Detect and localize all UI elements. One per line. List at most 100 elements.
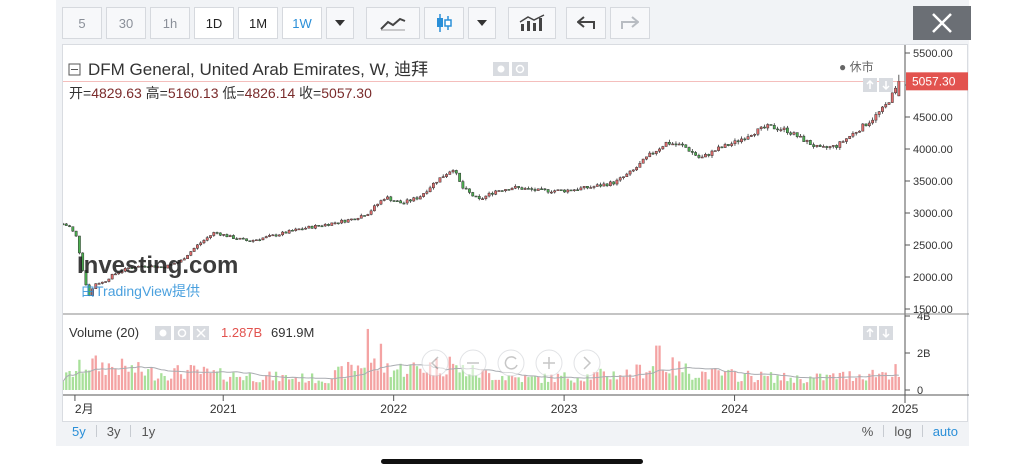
candle-body: [195, 244, 199, 249]
scroll-right-icon[interactable]: [573, 349, 601, 377]
redo-button[interactable]: [610, 7, 650, 39]
chart-type-button[interactable]: [366, 7, 420, 39]
interval-1m-button[interactable]: 1M: [238, 7, 278, 39]
candle-body: [77, 235, 81, 254]
candle-body: [336, 222, 340, 225]
candle-body: [569, 189, 573, 192]
candle-body: [776, 128, 779, 131]
candle-body: [677, 143, 681, 146]
interval-5-button[interactable]: 5: [62, 7, 102, 39]
reset-view-icon[interactable]: [497, 349, 525, 377]
candle-body: [235, 238, 239, 240]
candle-body: [681, 143, 684, 146]
candle-body: [553, 190, 557, 193]
candle-body: [733, 140, 737, 145]
candle-body: [530, 188, 534, 190]
pane-controls: [863, 78, 893, 340]
volume-bar: [615, 379, 619, 390]
range-3y-button[interactable]: 3y: [106, 423, 121, 439]
volume-bar: [779, 380, 782, 390]
volume-bar: [887, 379, 891, 390]
interval-30-button[interactable]: 30: [106, 7, 146, 39]
volume-bar: [546, 381, 550, 390]
candle-body: [271, 234, 275, 237]
chevron-down-icon: [335, 20, 345, 26]
volume-bar: [838, 372, 841, 390]
volume-bar: [389, 377, 392, 390]
percent-scale-button[interactable]: %: [861, 423, 874, 439]
collapse-legend-icon[interactable]: [68, 63, 81, 76]
volume-bar: [645, 372, 648, 390]
candle-body: [389, 196, 393, 201]
candle-body: [114, 273, 117, 276]
volume-bar: [740, 381, 743, 390]
volume-bar: [471, 365, 474, 390]
candle-body: [618, 177, 622, 181]
volume-bar: [166, 380, 170, 390]
interval-dropdown-button[interactable]: [326, 7, 354, 39]
price-tick-label: 2000.00: [913, 272, 953, 284]
volume-bar: [727, 369, 730, 390]
volume-tick-label: 4B: [917, 311, 930, 323]
candle-body: [854, 132, 858, 134]
candle-body: [264, 236, 268, 239]
volume-bar: [97, 371, 101, 390]
candles-button[interactable]: [424, 7, 464, 39]
range-1y-button[interactable]: 1y: [141, 423, 156, 439]
volume-bar: [137, 362, 140, 390]
range-5y-button[interactable]: 5y: [72, 423, 86, 439]
undo-button[interactable]: [566, 7, 606, 39]
candle-body: [248, 240, 252, 242]
candle-body: [851, 132, 855, 137]
divider: [130, 425, 132, 437]
volume-value-2: 691.9M: [271, 325, 314, 340]
log-scale-button[interactable]: log: [894, 423, 912, 439]
chart-style-dropdown-button[interactable]: [468, 7, 496, 39]
auto-scale-button[interactable]: auto: [932, 423, 958, 439]
volume-bar: [579, 380, 583, 390]
volume-bar: [743, 374, 746, 390]
interval-1h-button[interactable]: 1h: [150, 7, 190, 39]
volume-bar: [609, 379, 612, 390]
volume-bar: [284, 375, 288, 390]
volume-bar: [638, 364, 642, 390]
candle-body: [605, 183, 609, 187]
volume-bar: [596, 372, 599, 390]
candle-body: [802, 135, 806, 142]
interval-1d-button[interactable]: 1D: [194, 7, 234, 39]
volume-bar: [756, 380, 760, 390]
volume-bar: [894, 364, 897, 390]
candle-body: [218, 232, 222, 236]
indicators-button[interactable]: [508, 7, 556, 39]
volume-bar: [425, 372, 428, 390]
settings-gear-icon[interactable]: [512, 62, 528, 76]
candle-body: [484, 195, 488, 199]
candle-body: [890, 92, 894, 103]
bottom-range-bar: 5y 3y 1y % log auto: [62, 420, 968, 442]
candle-body: [281, 231, 285, 236]
interval-1w-button[interactable]: 1W: [282, 7, 322, 39]
candle-body: [497, 190, 501, 192]
volume-bar: [864, 380, 868, 390]
volume-bar: [684, 363, 687, 390]
candle-body: [451, 170, 455, 173]
candle-body: [461, 181, 465, 189]
chart-area[interactable]: 1500.00 2000.00 2500.00 3000.00 3500.00 4000.…: [61, 44, 969, 423]
volume-bar: [160, 373, 163, 390]
price-tick-label: 3000.00: [913, 208, 953, 220]
candle-body: [726, 144, 730, 146]
volume-bar: [78, 359, 81, 390]
scroll-left-icon[interactable]: [421, 349, 449, 377]
candle-body: [671, 143, 675, 146]
candlestick-chart[interactable]: 1500.00 2000.00 2500.00 3000.00 3500.00 4000.…: [61, 45, 969, 423]
candle-body: [412, 197, 416, 202]
volume-bar: [507, 375, 510, 390]
candle-body: [464, 187, 468, 190]
watermark-provider: 由TradingView提供: [81, 283, 200, 299]
volume-bar: [845, 379, 848, 390]
volume-bar: [681, 372, 684, 390]
volume-settings-icon[interactable]: [174, 326, 190, 340]
volume-bar: [874, 377, 878, 390]
close-chart-button[interactable]: [913, 6, 971, 40]
candle-body: [468, 188, 471, 193]
